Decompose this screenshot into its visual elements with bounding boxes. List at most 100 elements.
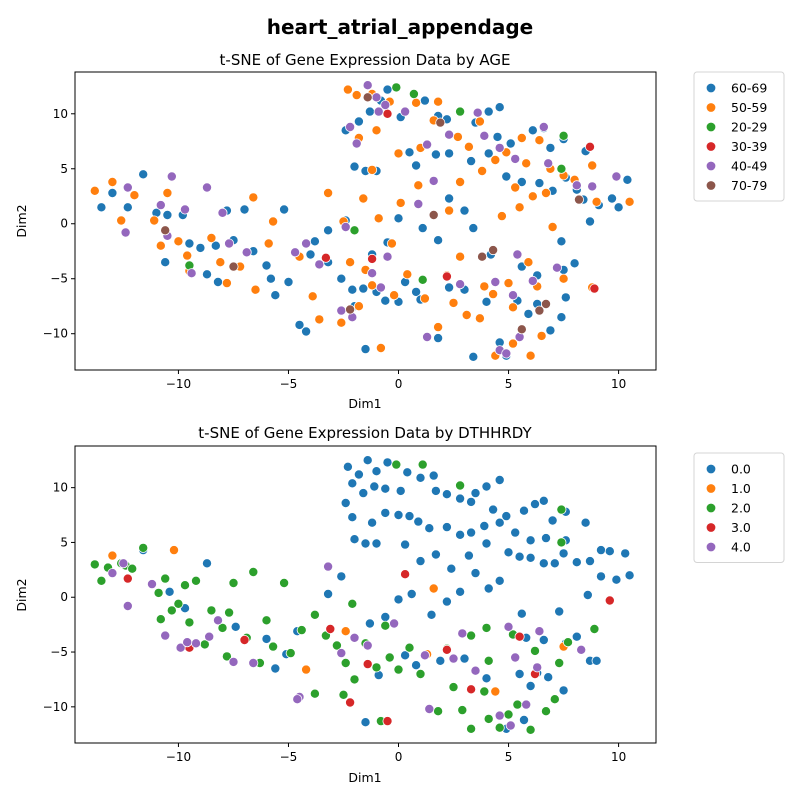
data-point — [468, 223, 479, 234]
data-point — [538, 635, 549, 646]
data-point — [428, 583, 439, 594]
data-point — [107, 176, 118, 187]
y-axis-label: Dim2 — [14, 204, 29, 237]
x-axis: −10 −5 0 5 10 — [166, 370, 626, 391]
data-point — [466, 527, 477, 538]
legend-marker — [705, 121, 717, 133]
data-point — [494, 722, 505, 733]
legend-marker — [705, 180, 717, 191]
data-point — [424, 704, 435, 715]
legend-label: 50-59 — [731, 100, 767, 115]
data-point — [340, 626, 351, 637]
data-point — [201, 269, 212, 280]
data-point — [395, 197, 406, 208]
data-point — [556, 236, 567, 247]
data-point — [477, 251, 488, 262]
data-point — [349, 674, 360, 685]
y-tick-label: −5 — [50, 645, 68, 659]
data-point — [444, 148, 455, 159]
data-point — [404, 511, 415, 522]
data-point — [472, 107, 483, 118]
data-point — [345, 304, 356, 315]
data-point — [541, 187, 552, 198]
data-point — [380, 100, 391, 111]
data-point — [415, 472, 426, 483]
data-point — [375, 282, 386, 293]
data-point — [371, 125, 382, 136]
data-point — [305, 249, 316, 260]
y-axis: −10 −5 0 5 10 — [43, 107, 75, 341]
data-point — [474, 313, 485, 324]
data-point — [481, 296, 492, 307]
data-point — [336, 317, 347, 328]
x-tick-label: −10 — [166, 377, 191, 391]
data-point — [538, 122, 549, 133]
data-point — [519, 505, 530, 516]
data-point — [479, 686, 490, 697]
data-point — [228, 578, 239, 589]
data-point — [360, 344, 371, 355]
data-point — [265, 273, 276, 284]
data-point — [270, 290, 281, 301]
data-point — [510, 153, 521, 164]
data-point — [301, 664, 312, 675]
data-point — [543, 672, 554, 683]
y-axis-label: Dim2 — [14, 578, 29, 611]
data-point — [358, 283, 369, 294]
data-point — [248, 567, 259, 578]
data-point — [400, 569, 411, 580]
axes-frame — [74, 445, 657, 744]
data-point — [380, 507, 391, 518]
data-point — [406, 589, 417, 600]
data-point — [607, 193, 618, 204]
data-point — [301, 238, 312, 249]
data-point — [483, 148, 494, 159]
data-point — [494, 575, 505, 586]
data-point — [589, 624, 600, 635]
data-point — [563, 637, 574, 648]
data-point — [516, 324, 527, 335]
data-point — [345, 257, 356, 268]
data-point — [261, 615, 272, 626]
data-point — [402, 269, 413, 280]
x-tick-label: −10 — [166, 750, 191, 764]
data-point — [179, 204, 190, 215]
data-point — [523, 308, 534, 319]
data-point — [195, 242, 206, 253]
data-point — [516, 132, 527, 143]
data-point — [301, 326, 312, 337]
data-point — [503, 709, 514, 720]
data-point — [470, 665, 481, 676]
x-tick-label: −5 — [280, 750, 298, 764]
data-point — [534, 626, 545, 637]
data-point — [345, 697, 356, 708]
data-point — [224, 607, 235, 618]
data-point — [441, 522, 452, 533]
data-point — [483, 655, 494, 666]
data-point — [459, 653, 470, 664]
data-point — [342, 461, 353, 472]
data-point — [481, 673, 492, 684]
data-point — [261, 260, 272, 271]
data-point — [358, 193, 369, 204]
data-point — [212, 276, 223, 287]
data-point — [479, 130, 490, 141]
y-tick-label: 0 — [60, 590, 68, 604]
data-point — [367, 517, 378, 528]
data-point — [323, 187, 334, 198]
data-point — [364, 106, 375, 117]
y-tick-label: −10 — [43, 327, 68, 341]
data-point — [217, 622, 228, 633]
legend-marker — [705, 82, 717, 94]
data-point — [620, 548, 631, 559]
data-point — [514, 631, 525, 642]
data-point — [239, 204, 250, 215]
data-point — [173, 598, 184, 609]
data-point — [160, 257, 171, 268]
data-point — [474, 116, 485, 127]
legend-label: 20-29 — [731, 120, 767, 135]
data-point — [336, 571, 347, 582]
data-point — [160, 630, 171, 641]
legend-label: 1.0 — [731, 481, 751, 496]
data-point — [162, 187, 173, 198]
